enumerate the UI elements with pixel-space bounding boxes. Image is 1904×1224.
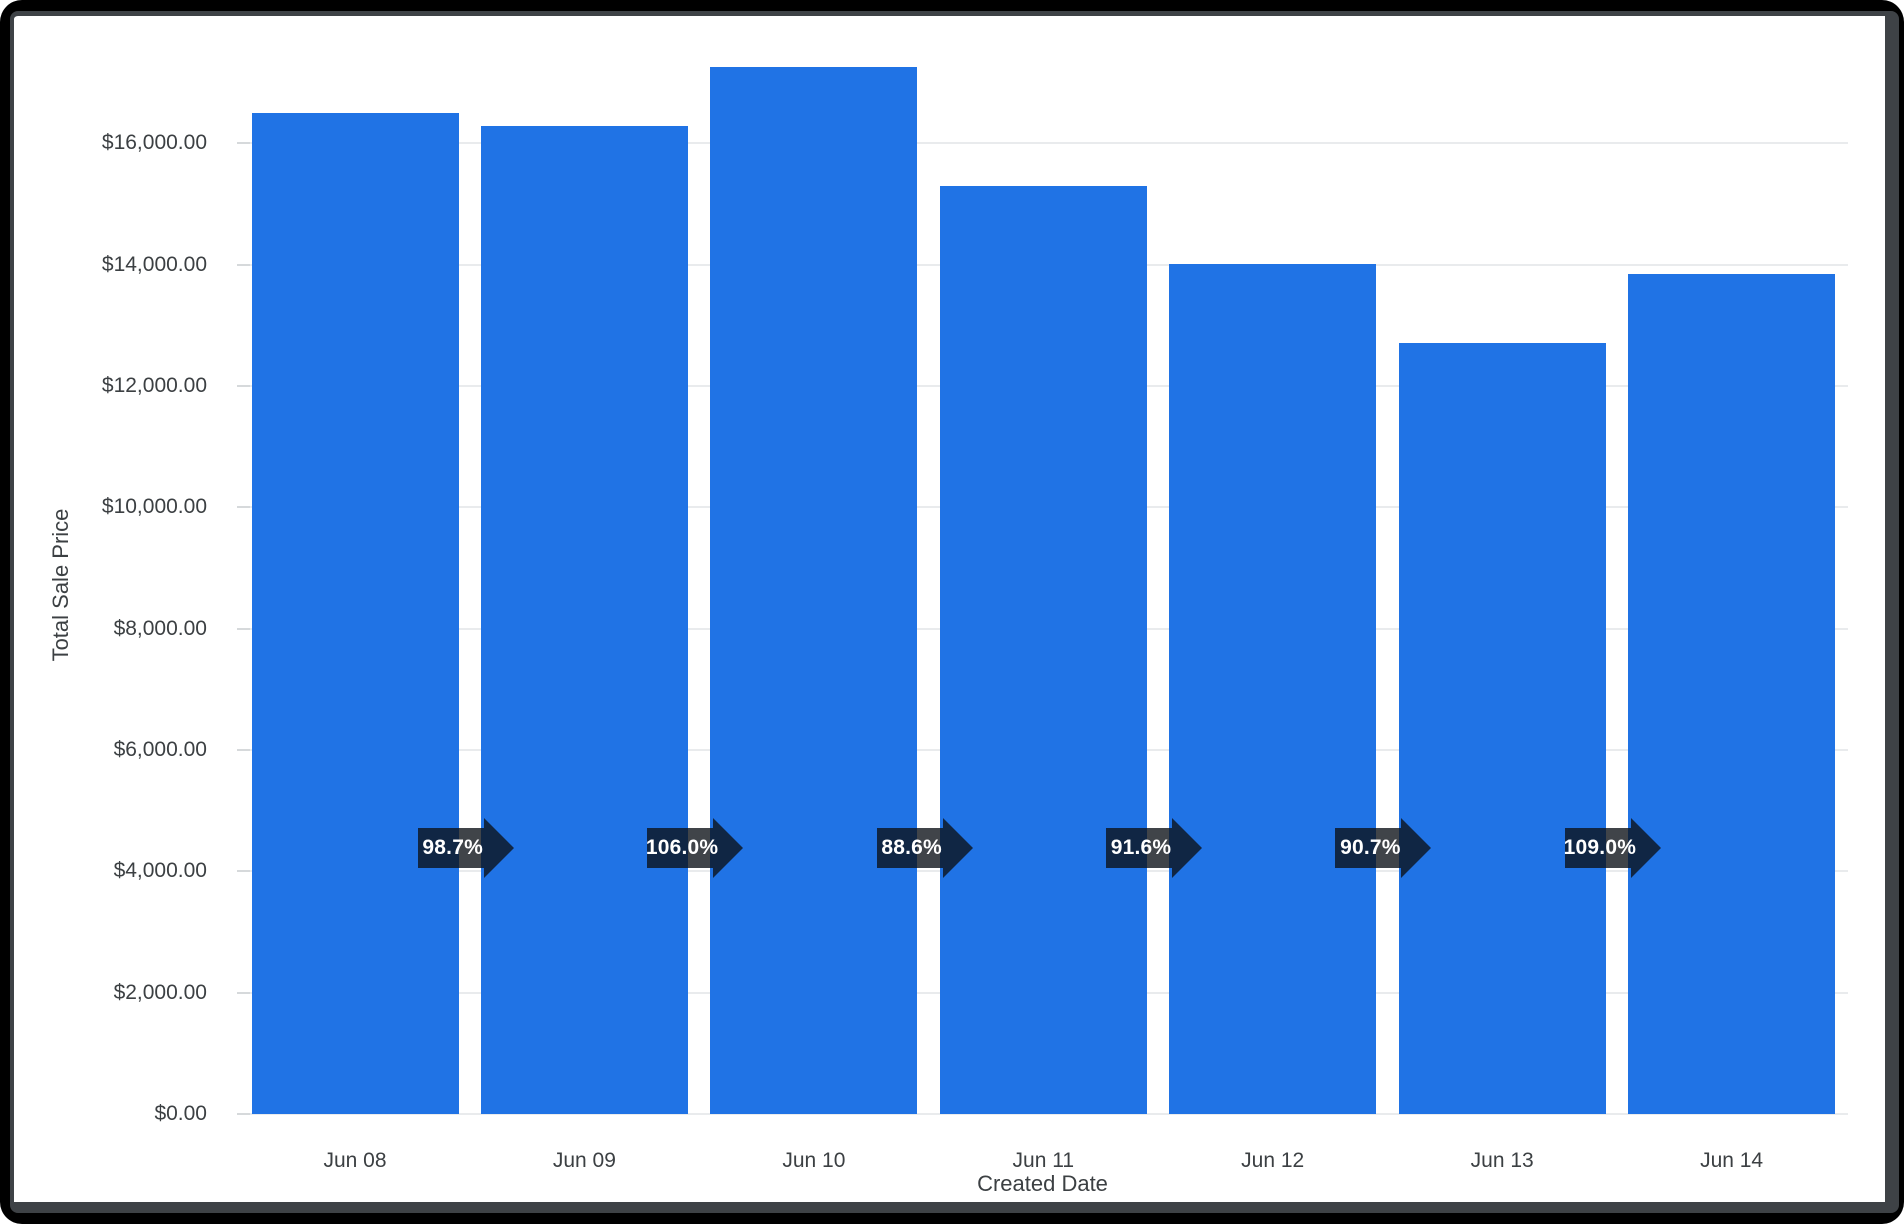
bar-jun-13[interactable] bbox=[1398, 343, 1606, 1114]
x-axis-title: Created Date bbox=[977, 1171, 1108, 1196]
growth-arrow: 91.6% bbox=[1106, 818, 1202, 878]
right-arrow-icon bbox=[876, 818, 973, 878]
y-tick-label: $2,000.00 bbox=[113, 980, 207, 1004]
growth-arrow: 88.6% bbox=[876, 818, 973, 878]
y-tick-mark bbox=[237, 991, 250, 994]
right-arrow-icon bbox=[1106, 818, 1202, 878]
x-tick-label: Jun 08 bbox=[323, 1149, 387, 1172]
growth-arrow: 109.0% bbox=[1563, 818, 1661, 878]
growth-arrow-label: 106.0% bbox=[645, 836, 719, 859]
y-tick-mark bbox=[237, 506, 250, 509]
right-arrow-icon bbox=[647, 818, 744, 878]
y-tick-label: $6,000.00 bbox=[113, 738, 207, 761]
y-tick-label: $0.00 bbox=[154, 1102, 207, 1125]
bar-jun-09[interactable] bbox=[480, 126, 688, 1114]
y-tick-mark bbox=[237, 263, 250, 266]
x-tick-label: Jun 14 bbox=[1700, 1149, 1764, 1172]
x-tick-label: Jun 11 bbox=[1012, 1149, 1075, 1172]
x-tick-label: Jun 10 bbox=[782, 1149, 846, 1172]
y-tick-mark bbox=[237, 749, 250, 751]
growth-arrow-label: 98.7% bbox=[422, 836, 483, 859]
right-arrow-icon bbox=[417, 818, 514, 878]
y-tick-mark bbox=[237, 870, 250, 873]
y-tick-mark bbox=[237, 385, 250, 388]
growth-arrow-label: 91.6% bbox=[1110, 836, 1172, 859]
bar-jun-11[interactable] bbox=[939, 186, 1147, 1114]
y-tick-mark bbox=[237, 627, 250, 630]
y-tick-label: $14,000.00 bbox=[101, 252, 207, 276]
bar-jun-10[interactable] bbox=[710, 67, 918, 1114]
growth-arrow-label: 109.0% bbox=[1563, 836, 1637, 859]
bar-jun-08[interactable] bbox=[251, 113, 459, 1114]
y-tick-mark bbox=[237, 142, 250, 145]
growth-arrow-label: 88.6% bbox=[881, 836, 942, 859]
x-tick-label: Jun 12 bbox=[1241, 1149, 1305, 1172]
bar-jun-12[interactable] bbox=[1169, 264, 1377, 1114]
y-tick-label: $12,000.00 bbox=[101, 374, 207, 398]
right-arrow-icon bbox=[1564, 818, 1661, 878]
y-tick-mark bbox=[237, 1113, 250, 1115]
y-gridline bbox=[250, 142, 1848, 145]
y-tick-label: $4,000.00 bbox=[113, 859, 207, 883]
y-tick-label: $8,000.00 bbox=[113, 616, 207, 640]
y-tick-label: $10,000.00 bbox=[101, 495, 207, 519]
growth-arrow: 90.7% bbox=[1335, 818, 1432, 878]
x-tick-label: Jun 13 bbox=[1470, 1149, 1534, 1172]
y-gridline bbox=[250, 1113, 1848, 1115]
bar-jun-14[interactable] bbox=[1628, 274, 1836, 1114]
growth-arrow: 106.0% bbox=[645, 818, 744, 878]
growth-arrow-label: 90.7% bbox=[1340, 836, 1401, 859]
growth-arrow: 98.7% bbox=[417, 818, 514, 878]
y-tick-label: $16,000.00 bbox=[101, 131, 207, 155]
x-tick-label: Jun 09 bbox=[552, 1149, 616, 1172]
right-arrow-icon bbox=[1335, 818, 1432, 878]
